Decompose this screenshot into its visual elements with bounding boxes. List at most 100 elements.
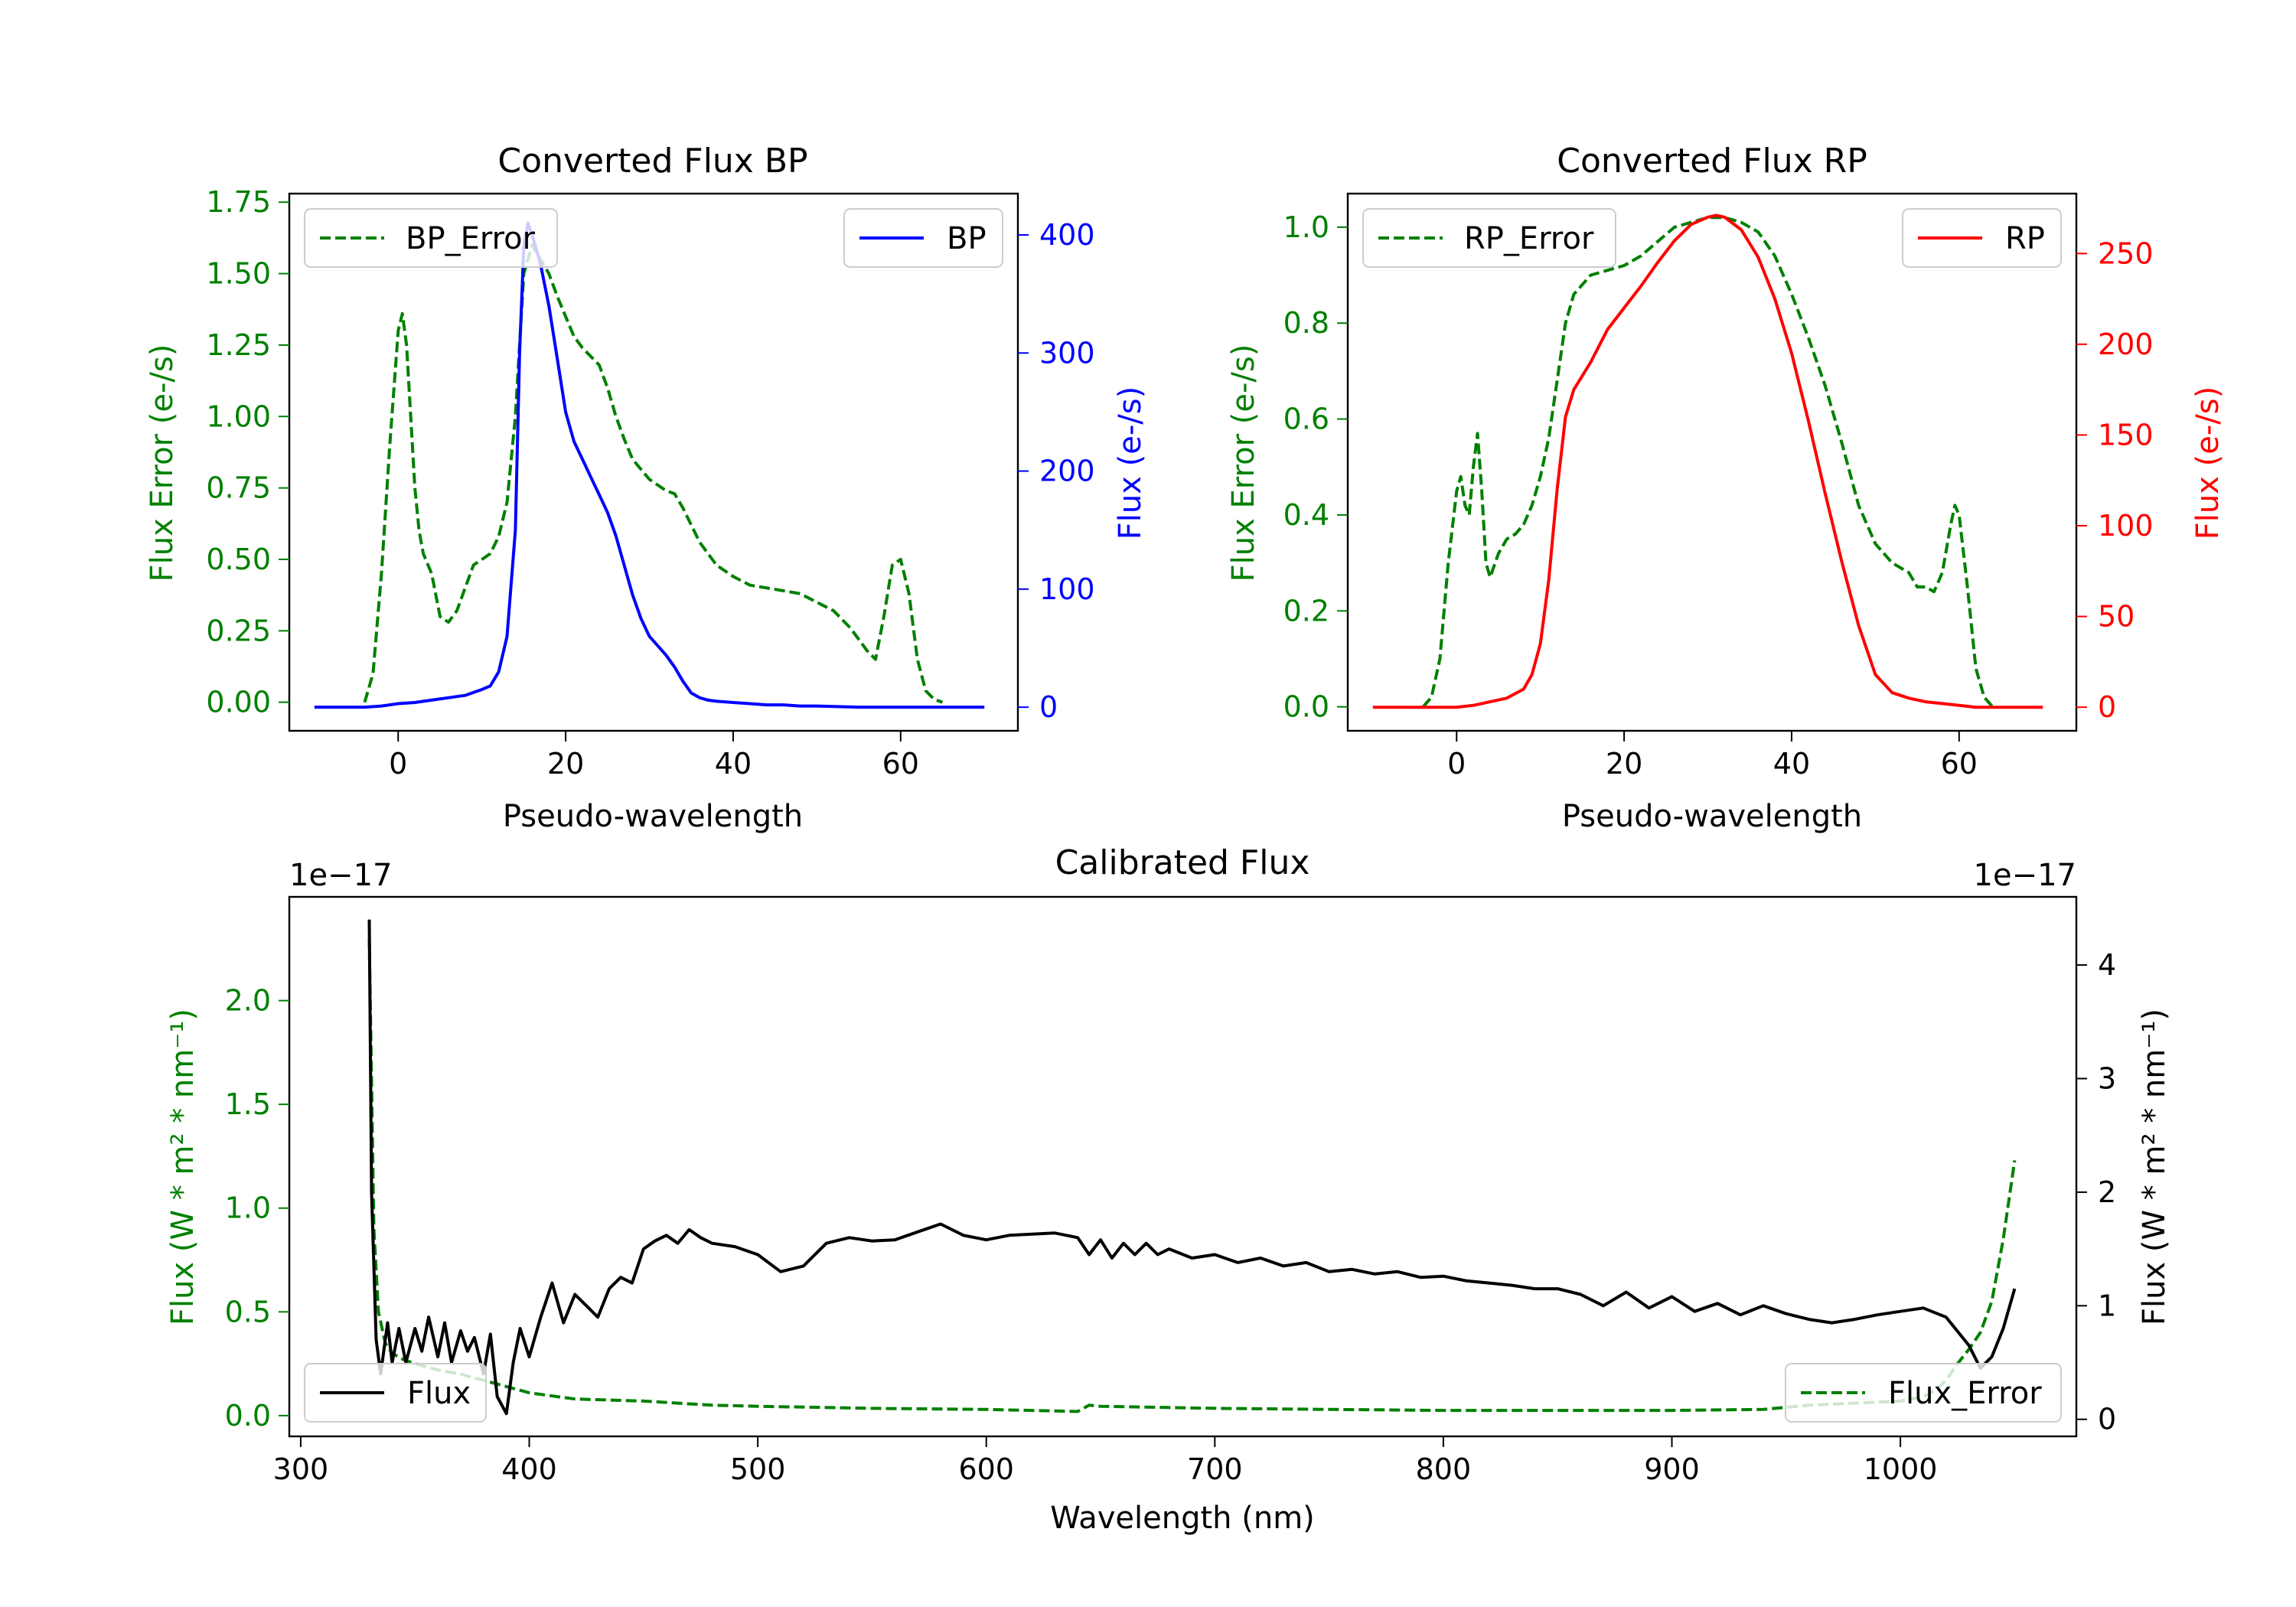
cal-y-right-tick-label: 3 [2098, 1061, 2116, 1095]
bp-y-left-tick-label: 0.25 [206, 614, 271, 647]
bp-y-left-tick-label: 0.50 [206, 543, 271, 576]
cal-legend-error: Flux_Error [1785, 1363, 2062, 1423]
rp-panel: Converted Flux RP 0 20 40 60 0.00.20.40.60.… [1226, 142, 2226, 834]
rp-series-rp-error-line [1421, 216, 1994, 709]
cal-x-ticks: 300 400 500 600 700 800 900 1000 [273, 1436, 1938, 1486]
rp-legend-error: RP_Error [1362, 208, 1616, 268]
cal-y-axis-label-right: Flux (W * m² * nm⁻¹) [2137, 1009, 2172, 1325]
rp-y-right-tick-label: 150 [2098, 418, 2154, 451]
rp-series-layer [1372, 214, 2043, 709]
cal-x-tick-label: 800 [1416, 1452, 1472, 1486]
cal-x-tick-label: 400 [501, 1452, 557, 1486]
rp-y-right-tick-label: 200 [2098, 328, 2154, 361]
bp-series-bp-error-line [363, 243, 944, 704]
bp-y-axis-label-right: Flux (e-/s) [1113, 386, 1148, 539]
bp-y-axis-label-left: Flux Error (e-/s) [145, 344, 180, 582]
bp-legend-error-box [304, 208, 558, 268]
bp-y-ticks-left: 0.00 0.25 0.50 0.75 1.00 1.25 1.50 1.75 [206, 185, 289, 719]
bp-y-right-tick-label: 0 [1039, 690, 1058, 724]
cal-y-left-tick-label: 2.0 [225, 984, 271, 1018]
bp-x-tick-label: 60 [882, 747, 919, 781]
cal-y-right-tick-label: 4 [2098, 948, 2116, 982]
rp-legend-flux: RP [1902, 208, 2062, 268]
bp-legend-error: BP_Error [304, 208, 558, 268]
cal-legend-error-label: Flux_Error [1888, 1376, 2042, 1411]
rp-x-ticks: 0 20 40 60 [1447, 731, 1978, 781]
cal-y-left-tick-label: 0.0 [225, 1399, 271, 1433]
bp-y-left-tick-label: 0.00 [206, 686, 271, 719]
cal-x-axis-label: Wavelength (nm) [1050, 1501, 1315, 1536]
rp-legend-flux-label: RP [2005, 221, 2045, 256]
bp-x-ticks: 0 20 40 60 [389, 731, 919, 781]
bp-legend-flux: BP [843, 208, 1003, 268]
cal-plot-frame [288, 895, 2078, 1438]
rp-y-right-tick-label: 250 [2098, 236, 2154, 270]
cal-x-tick-label: 1000 [1864, 1452, 1938, 1486]
rp-legend-error-box [1362, 208, 1616, 268]
rp-x-axis-label: Pseudo-wavelength [1562, 799, 1862, 834]
bp-legend-flux-label: BP [947, 221, 987, 256]
cal-offset-right: 1e−17 [1974, 858, 2076, 893]
cal-offset-left: 1e−17 [289, 858, 392, 893]
cal-y-ticks-right: 0 1 2 3 4 [2076, 948, 2116, 1436]
rp-y-left-tick-label: 1.0 [1283, 210, 1329, 244]
bp-series-layer [314, 221, 985, 709]
cal-y-right-tick-label: 2 [2098, 1175, 2116, 1209]
bp-x-tick-label: 0 [389, 747, 407, 781]
rp-legend-error-label: RP_Error [1464, 221, 1594, 256]
bp-y-left-tick-label: 1.75 [206, 185, 271, 219]
rp-title: Converted Flux RP [1557, 142, 1867, 181]
cal-legend-flux-label: Flux [407, 1376, 471, 1411]
bp-y-right-tick-label: 400 [1039, 218, 1095, 252]
bp-x-tick-label: 20 [547, 747, 584, 781]
bp-y-ticks-right: 0 100 200 300 400 [1018, 218, 1095, 724]
cal-y-right-tick-label: 0 [2098, 1403, 2116, 1436]
bp-y-right-tick-label: 200 [1039, 455, 1095, 488]
cal-x-tick-label: 900 [1644, 1452, 1700, 1486]
rp-y-left-tick-label: 0.4 [1283, 498, 1329, 532]
bp-x-tick-label: 40 [715, 747, 752, 781]
rp-x-tick-label: 40 [1773, 747, 1810, 781]
rp-series-rp-line [1372, 214, 2043, 709]
bp-y-left-tick-label: 1.25 [206, 328, 271, 362]
rp-y-ticks-right: 0 50 100 150 200 250 [2076, 236, 2154, 724]
rp-y-right-tick-label: 0 [2098, 690, 2116, 724]
bp-legend-error-label: BP_Error [406, 221, 536, 256]
rp-y-ticks-left: 0.0 0.2 0.4 0.6 0.8 1.0 [1283, 210, 1348, 724]
rp-y-left-tick-label: 0.6 [1283, 403, 1329, 436]
rp-y-right-tick-label: 100 [2098, 509, 2154, 543]
bp-series-bp-line [314, 221, 985, 709]
cal-panel: Calibrated Flux 1e−17 1e−17 300 400 500 600… [165, 843, 2172, 1536]
cal-y-right-tick-label: 1 [2098, 1289, 2116, 1322]
cal-legend-error-box [1785, 1363, 2062, 1423]
bp-plot-frame [288, 192, 1019, 732]
rp-x-tick-label: 0 [1447, 747, 1466, 781]
cal-y-left-tick-label: 1.0 [225, 1191, 271, 1225]
bp-title: Converted Flux BP [497, 142, 807, 181]
rp-plot-frame [1346, 192, 2078, 732]
rp-x-tick-label: 20 [1606, 747, 1642, 781]
cal-title: Calibrated Flux [1055, 843, 1310, 882]
rp-y-axis-label-left: Flux Error (e-/s) [1226, 344, 1261, 582]
rp-y-left-tick-label: 0.8 [1283, 306, 1329, 340]
cal-x-tick-label: 500 [730, 1452, 786, 1486]
rp-y-left-tick-label: 0.2 [1283, 594, 1329, 627]
bp-panel: Converted Flux BP 0 20 40 60 0.00 0.25 0.50 0.… [145, 142, 1148, 834]
bp-y-right-tick-label: 100 [1039, 572, 1095, 606]
cal-legend-flux-box [304, 1363, 487, 1423]
bp-y-left-tick-label: 0.75 [206, 471, 271, 505]
rp-y-right-tick-label: 50 [2098, 600, 2135, 634]
cal-y-axis-label-left: Flux (W * m² * nm⁻¹) [165, 1009, 201, 1325]
cal-x-tick-label: 300 [273, 1452, 329, 1486]
rp-x-tick-label: 60 [1941, 747, 1978, 781]
bp-x-axis-label: Pseudo-wavelength [503, 799, 803, 834]
cal-y-left-tick-label: 0.5 [225, 1295, 271, 1328]
cal-y-ticks-left: 0.0 0.5 1.0 1.5 2.0 [225, 984, 289, 1433]
bp-y-right-tick-label: 300 [1039, 336, 1095, 370]
cal-y-left-tick-label: 1.5 [225, 1087, 271, 1121]
cal-legend-flux: Flux [304, 1363, 487, 1423]
rp-y-axis-label-right: Flux (e-/s) [2190, 386, 2226, 539]
bp-y-left-tick-label: 1.50 [206, 257, 271, 291]
cal-x-tick-label: 700 [1187, 1452, 1243, 1486]
